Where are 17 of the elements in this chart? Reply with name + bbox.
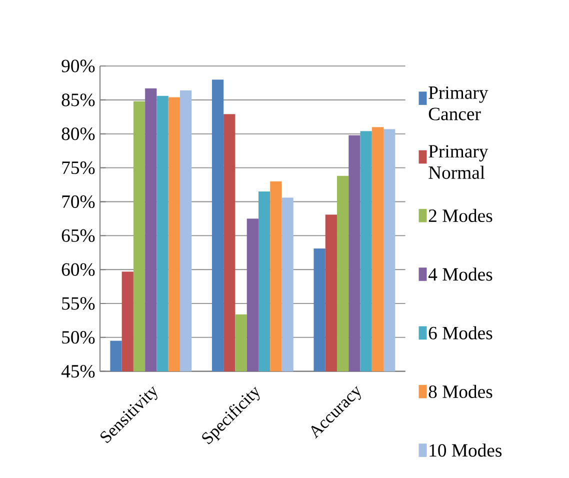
legend-label: 10 Modes bbox=[430, 444, 502, 457]
y-tick-label: 65% bbox=[62, 229, 95, 242]
legend-label: Primary Normal bbox=[428, 145, 488, 179]
legend-label: 2 Modes bbox=[428, 208, 492, 222]
y-tick-label: 45% bbox=[61, 364, 95, 378]
y-tick-label: 85% bbox=[62, 94, 95, 106]
y-tick-label: 75% bbox=[62, 161, 95, 174]
legend-label: 6 Modes bbox=[428, 326, 492, 340]
y-tick-label: 80% bbox=[62, 128, 95, 140]
y-tick-label: 55% bbox=[62, 297, 95, 310]
y-tick-label: 60% bbox=[62, 263, 95, 276]
y-tick-label: 70% bbox=[62, 195, 95, 208]
legend-label: 8 Modes bbox=[428, 384, 492, 398]
legend-label: Primary Cancer bbox=[428, 86, 488, 120]
y-tick-label: 50% bbox=[62, 331, 95, 344]
legend-label: 4 Modes bbox=[428, 268, 492, 281]
y-tick-label: 90% bbox=[62, 60, 95, 72]
